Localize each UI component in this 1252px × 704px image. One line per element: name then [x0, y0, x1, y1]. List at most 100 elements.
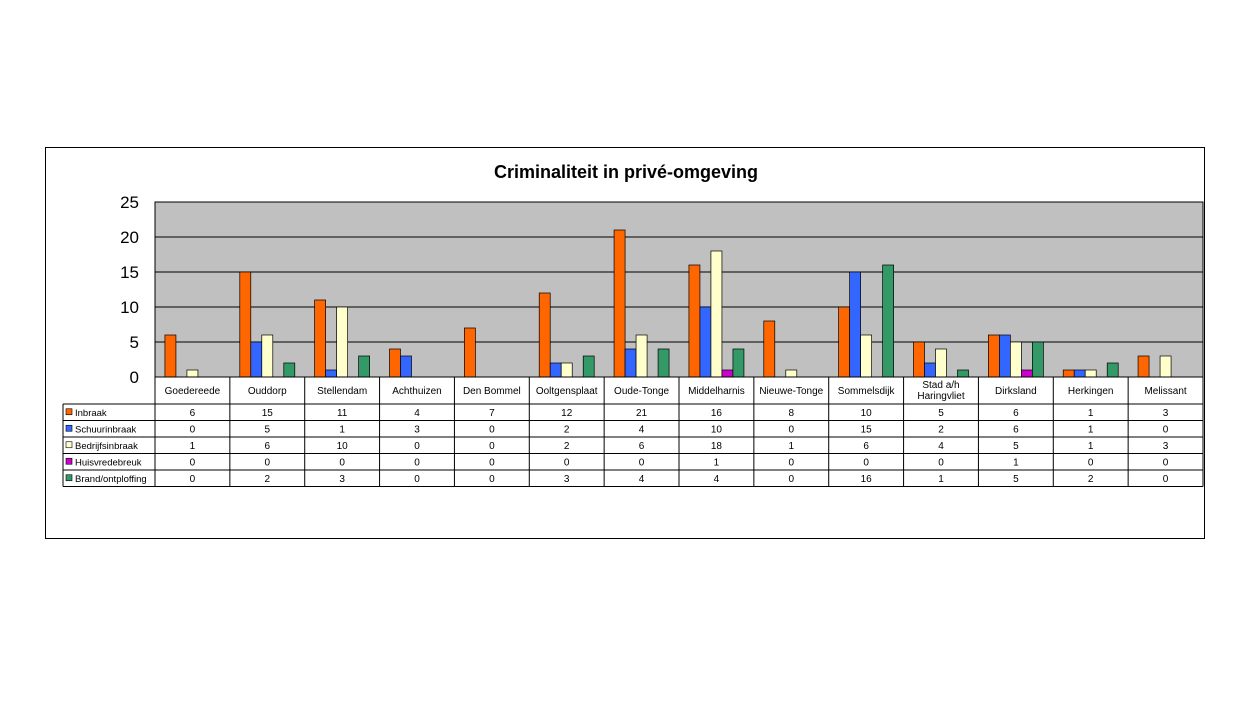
table-value: 1	[1088, 408, 1094, 419]
bar	[763, 320, 776, 378]
bar	[624, 348, 637, 378]
bar	[1084, 369, 1097, 378]
bar	[389, 348, 401, 378]
bar	[999, 334, 1011, 378]
bar	[1021, 369, 1033, 378]
legend-key	[65, 441, 73, 449]
legend-key	[65, 408, 73, 416]
bar	[732, 348, 745, 378]
bar	[882, 264, 894, 378]
y-tick-label: 15	[120, 263, 139, 282]
table-value: 1	[714, 457, 720, 468]
bar	[1062, 369, 1075, 378]
x-category-label: Ouddorp	[248, 386, 287, 397]
table-value: 4	[639, 424, 645, 435]
chart-title: Criminaliteit in privé-omgeving	[493, 162, 759, 182]
bar	[860, 334, 872, 378]
table-value: 5	[265, 424, 271, 435]
table-value: 0	[414, 457, 420, 468]
table-value: 0	[863, 457, 869, 468]
table-value: 0	[489, 441, 495, 452]
table-value: 0	[190, 424, 196, 435]
table-value: 8	[789, 408, 795, 419]
table-value: 6	[639, 441, 645, 452]
table-value: 1	[938, 474, 944, 485]
table-value: 1	[1088, 441, 1094, 452]
bar	[164, 334, 177, 378]
table-value: 15	[861, 424, 873, 435]
legend-key	[65, 424, 73, 432]
table-value: 3	[339, 474, 345, 485]
table-value: 0	[1088, 457, 1094, 468]
legend-series-label: Inbraak	[75, 408, 107, 419]
bar	[635, 334, 648, 378]
x-category-label: Achthuizen	[392, 386, 441, 397]
bar	[582, 355, 595, 378]
bar	[314, 299, 326, 378]
table-value: 1	[1088, 424, 1094, 435]
bar	[613, 229, 626, 378]
legend-series-label: Brand/ontploffing	[75, 474, 147, 485]
bar	[186, 369, 199, 378]
table-value: 18	[711, 441, 723, 452]
bar	[549, 362, 562, 378]
table-value: 2	[564, 441, 570, 452]
table-value: 0	[789, 457, 795, 468]
table-value: 15	[262, 408, 274, 419]
table-value: 2	[265, 474, 271, 485]
legend-key	[65, 457, 73, 465]
x-category-label: Stellendam	[317, 386, 367, 397]
bar	[957, 369, 969, 378]
table-value: 16	[711, 408, 723, 419]
table-value: 4	[414, 408, 420, 419]
table-value: 21	[636, 408, 648, 419]
table-value: 12	[561, 408, 573, 419]
table-value: 6	[1013, 424, 1019, 435]
table-value: 3	[1163, 441, 1169, 452]
x-category-label: Nieuwe-Tonge	[759, 386, 823, 397]
table-value: 4	[714, 474, 720, 485]
x-category-label: Ooltgensplaat	[536, 386, 598, 397]
bar	[538, 292, 551, 378]
table-value: 0	[1163, 457, 1169, 468]
bar	[1010, 341, 1022, 378]
table-value: 10	[337, 441, 349, 452]
table-value: 0	[789, 474, 795, 485]
bar	[239, 271, 252, 378]
bar	[657, 348, 670, 378]
table-value: 2	[564, 424, 570, 435]
table-value: 1	[339, 424, 345, 435]
table-value: 5	[938, 408, 944, 419]
bar	[710, 250, 723, 378]
table-value: 11	[337, 408, 348, 419]
bar	[358, 355, 370, 378]
table-value: 2	[1088, 474, 1094, 485]
table-value: 0	[414, 474, 420, 485]
bar	[261, 334, 274, 378]
bar	[1073, 369, 1086, 378]
x-category-label: Middelharnis	[688, 386, 745, 397]
table-value: 0	[564, 457, 570, 468]
y-tick-label: 10	[120, 298, 139, 317]
table-value: 0	[190, 457, 196, 468]
table-value: 3	[1163, 408, 1169, 419]
x-category-label: Herkingen	[1068, 386, 1114, 397]
bar	[560, 362, 573, 378]
x-category-label: Sommelsdijk	[838, 386, 896, 397]
table-value: 1	[190, 441, 196, 452]
table-value: 6	[863, 441, 869, 452]
table-value: 6	[190, 408, 196, 419]
table-value: 6	[265, 441, 271, 452]
table-value: 4	[938, 441, 944, 452]
bar	[699, 306, 712, 378]
table-value: 0	[938, 457, 944, 468]
table-value: 5	[1013, 474, 1019, 485]
table-value: 3	[414, 424, 420, 435]
table-value: 0	[1163, 424, 1169, 435]
x-category-label: Den Bommel	[463, 386, 521, 397]
table-value: 1	[1013, 457, 1019, 468]
table-value: 2	[938, 424, 944, 435]
table-value: 0	[414, 441, 420, 452]
table-value: 5	[1013, 441, 1019, 452]
